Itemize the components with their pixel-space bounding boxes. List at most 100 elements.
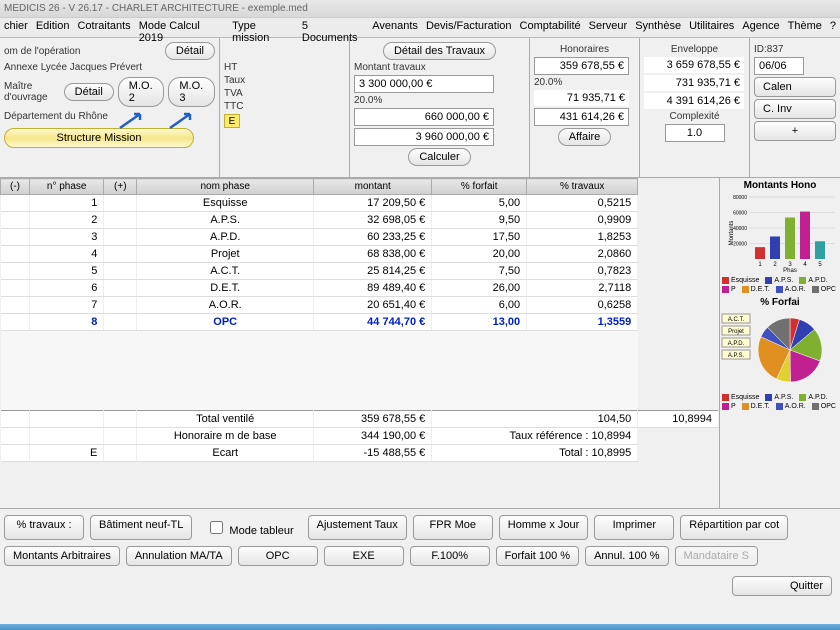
structure-mission-button[interactable]: Structure Mission	[4, 128, 194, 148]
menu-thème[interactable]: Thème	[788, 20, 822, 35]
cinv-button[interactable]: C. Inv	[754, 99, 836, 119]
legend-item: D.E.T.	[742, 403, 770, 410]
action-button[interactable]: OPC	[238, 546, 318, 566]
action-button[interactable]: Annul. 100 %	[585, 546, 668, 566]
env-label: Enveloppe	[644, 44, 745, 55]
action-button[interactable]: Annulation MA/TA	[126, 546, 232, 566]
plus-button[interactable]: +	[754, 121, 836, 141]
pie-chart: A.C.T.ProjetA.P.D.A.P.S.	[720, 310, 840, 390]
complexite-input[interactable]	[665, 124, 725, 142]
action-button[interactable]: Bâtiment neuf-TL	[90, 515, 192, 540]
detail-travaux-button[interactable]: Détail des Travaux	[383, 42, 496, 60]
hon-ht-input[interactable]	[534, 57, 629, 75]
id-column: ID:837 Calen C. Inv +	[750, 38, 840, 177]
action-button[interactable]: Montants Arbitraires	[4, 546, 120, 566]
col-header[interactable]: (+)	[104, 179, 137, 195]
action-button[interactable]: Répartition par cot	[680, 515, 788, 540]
legend-item: A.P.S.	[765, 394, 793, 401]
chart2-legend: EsquisseA.P.S.A.P.D.PD.E.T.A.O.R.OPC	[720, 392, 840, 412]
menu-mode calcul 2019[interactable]: Mode Calcul 2019	[139, 20, 224, 35]
action-button[interactable]: F.100%	[410, 546, 490, 566]
e-badge[interactable]: E	[224, 114, 240, 128]
col-header[interactable]: % travaux	[527, 179, 638, 195]
table-row[interactable]: 5A.C.T.25 814,25 €7,500,7823	[1, 263, 719, 280]
mt-travaux-label: Montant travaux	[354, 62, 525, 73]
menu-utilitaires[interactable]: Utilitaires	[689, 20, 734, 35]
menu-chier[interactable]: chier	[4, 20, 28, 35]
action-button[interactable]: Ajustement Taux	[308, 515, 407, 540]
ttc-label: TTC	[224, 101, 345, 112]
mode-tableur-checkbox[interactable]	[210, 521, 223, 534]
table-row[interactable]: 6D.E.T.89 489,40 €26,002,7118	[1, 280, 719, 297]
svg-text:60000: 60000	[733, 211, 747, 217]
menu-edition[interactable]: Edition	[36, 20, 70, 35]
menu-synthèse[interactable]: Synthèse	[635, 20, 681, 35]
svg-text:1: 1	[758, 262, 762, 268]
mo3-button[interactable]: M.O. 3	[168, 77, 215, 107]
trav-ttc-input[interactable]	[354, 128, 494, 146]
svg-text:A.C.T.: A.C.T.	[728, 317, 745, 323]
col-header[interactable]: n° phase	[30, 179, 104, 195]
taux-label: Taux	[224, 75, 345, 86]
calculer-button[interactable]: Calculer	[408, 148, 470, 166]
table-row[interactable]: 8OPC44 744,70 €13,001,3559	[1, 314, 719, 331]
menubar: chier Edition Cotraitants Mode Calcul 2019 T…	[0, 18, 840, 38]
legend-item: A.O.R.	[776, 286, 806, 293]
mo-detail-button[interactable]: Détail	[64, 83, 114, 101]
menu-5 documents[interactable]: 5 Documents	[302, 20, 364, 35]
tva-label: TVA	[224, 88, 345, 99]
action-button[interactable]: Imprimer	[594, 515, 674, 540]
menu-cotraitants[interactable]: Cotraitants	[77, 20, 130, 35]
mo-label: Maître d'ouvrage	[4, 81, 60, 103]
table-row[interactable]: 1Esquisse17 209,50 €5,000,5215	[1, 195, 719, 212]
menu-?[interactable]: ?	[830, 20, 836, 35]
phases-table: (-)n° phase(+)nom phasemontant% forfait%…	[0, 178, 719, 462]
action-button[interactable]: EXE	[324, 546, 404, 566]
action-button[interactable]: Homme x Jour	[499, 515, 589, 540]
col-header[interactable]: % forfait	[432, 179, 527, 195]
operation-name: Annexe Lycée Jacques Prévert	[4, 62, 215, 73]
action-button[interactable]: % travaux :	[4, 515, 84, 540]
legend-item: P	[722, 403, 736, 410]
totals-row: Honoraire m de base344 190,00 €Taux réfé…	[1, 428, 719, 445]
menu-comptabilité[interactable]: Comptabilité	[520, 20, 581, 35]
complexite-label: Complexité	[644, 111, 745, 122]
calen-button[interactable]: Calen	[754, 77, 836, 97]
quitter-button[interactable]: Quitter	[732, 576, 832, 596]
fin-column: HT Taux TVA TTC E	[220, 38, 350, 177]
action-button[interactable]: Forfait 100 %	[496, 546, 579, 566]
detail-button[interactable]: Détail	[165, 42, 215, 60]
menu-serveur[interactable]: Serveur	[589, 20, 628, 35]
totals-row: Total ventilé359 678,55 €104,5010,8994	[1, 411, 719, 428]
menu-devis/facturation[interactable]: Devis/Facturation	[426, 20, 512, 35]
menu-avenants[interactable]: Avenants	[372, 20, 418, 35]
mo2-button[interactable]: M.O. 2	[118, 77, 165, 107]
bar-chart: 2000040000600008000012345MontantsPhas	[720, 193, 840, 273]
col-header[interactable]: nom phase	[137, 179, 314, 195]
svg-text:80000: 80000	[733, 195, 747, 201]
svg-text:Phas: Phas	[783, 268, 797, 273]
svg-text:2: 2	[773, 262, 777, 268]
table-row[interactable]: 4Projet68 838,00 €20,002,0860	[1, 246, 719, 263]
table-row[interactable]: 7A.O.R.20 651,40 €6,000,6258	[1, 297, 719, 314]
legend-item: Esquisse	[722, 394, 759, 401]
menu-type mission[interactable]: Type mission	[232, 20, 294, 35]
col-header[interactable]: (-)	[1, 179, 30, 195]
svg-text:40000: 40000	[733, 226, 747, 232]
affaire-button[interactable]: Affaire	[558, 128, 612, 146]
mt-travaux-input[interactable]	[354, 75, 494, 93]
menu-agence[interactable]: Agence	[742, 20, 779, 35]
trav-tva: 660 000,00 €	[354, 108, 494, 126]
honoraires-column: Honoraires 20.0% 71 935,71 € Affaire	[530, 38, 640, 177]
legend-item: A.O.R.	[776, 403, 806, 410]
table-row[interactable]: 2A.P.S.32 698,05 €9,500,9909	[1, 212, 719, 229]
date-input[interactable]	[754, 57, 804, 75]
hon-ttc-input[interactable]	[534, 108, 629, 126]
id-label: ID:837	[754, 44, 836, 55]
action-button[interactable]: Mode tableur	[198, 515, 301, 540]
action-button[interactable]: FPR Moe	[413, 515, 493, 540]
legend-item: A.P.D.	[799, 394, 827, 401]
svg-text:Montants: Montants	[729, 221, 735, 246]
table-row[interactable]: 3A.P.D.60 233,25 €17,501,8253	[1, 229, 719, 246]
col-header[interactable]: montant	[314, 179, 432, 195]
